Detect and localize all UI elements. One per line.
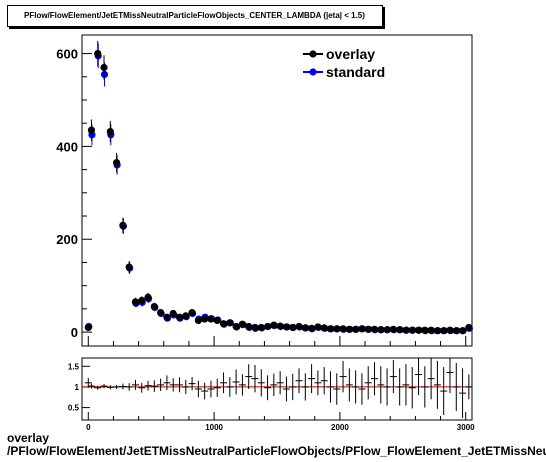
overlay-point bbox=[358, 325, 366, 333]
overlay-point bbox=[408, 326, 416, 334]
overlay-point bbox=[263, 322, 272, 331]
overlay-point bbox=[175, 313, 184, 321]
overlay-point bbox=[289, 323, 297, 332]
overlay-point bbox=[339, 325, 347, 333]
overlay-point bbox=[282, 323, 291, 331]
overlay-point bbox=[226, 319, 234, 327]
overlay-point bbox=[219, 320, 228, 328]
overlay-point bbox=[169, 309, 177, 318]
legend: overlay standard bbox=[303, 46, 385, 80]
overlay-point bbox=[94, 49, 102, 58]
ratio-frame-border bbox=[81, 357, 473, 421]
overlay-point bbox=[131, 298, 140, 306]
overlay-point bbox=[245, 322, 253, 331]
overlay-point bbox=[276, 322, 284, 330]
overlay-point bbox=[307, 324, 316, 332]
overlay-point bbox=[157, 308, 165, 317]
overlay-point bbox=[207, 315, 215, 323]
legend-label: standard bbox=[326, 64, 385, 80]
footer-line-1: overlay bbox=[7, 432, 50, 445]
overlay-point bbox=[144, 293, 152, 301]
ratio-y-tick-label: 1.5 bbox=[68, 362, 80, 371]
overlay-point bbox=[389, 325, 397, 333]
overlay-point bbox=[194, 316, 202, 325]
footer-caption: overlay /PFlow/FlowElement/JetETMissNeut… bbox=[7, 432, 546, 458]
overlay-point bbox=[433, 327, 442, 335]
ratio-y-tick-label: 1 bbox=[75, 383, 80, 392]
overlay-point bbox=[106, 127, 114, 136]
overlay-point bbox=[364, 325, 372, 333]
main-y-axis: 0 200 400 600 bbox=[56, 47, 467, 346]
overlay-point bbox=[326, 325, 335, 333]
ratio-y-tick-label: 0.5 bbox=[68, 404, 80, 413]
ratio-x-tick-label: 3000 bbox=[457, 423, 475, 432]
overlay-point bbox=[370, 325, 379, 333]
main-plot-frame bbox=[81, 34, 473, 347]
overlay-point bbox=[119, 221, 127, 229]
overlay-point bbox=[352, 325, 360, 333]
overlay-point bbox=[257, 323, 265, 332]
chart-title: PFlow/FlowElement/JetETMissNeutralPartic… bbox=[7, 5, 383, 27]
overlay-point bbox=[427, 326, 435, 334]
overlay-point bbox=[402, 326, 410, 334]
overlay-point bbox=[383, 326, 391, 334]
overlay-point bbox=[421, 326, 429, 334]
overlay-point bbox=[458, 327, 467, 335]
overlay-point bbox=[138, 296, 146, 305]
overlay-point bbox=[301, 324, 309, 332]
overlay-point bbox=[345, 325, 353, 333]
ratio-x-tick-label: 2000 bbox=[331, 423, 349, 432]
overlay-point bbox=[232, 322, 240, 331]
overlay-point bbox=[201, 315, 209, 323]
ratio-x-tick-label: 1000 bbox=[205, 423, 223, 432]
overlay-point bbox=[320, 324, 328, 332]
overlay-point bbox=[213, 316, 221, 325]
overlay-point bbox=[125, 263, 133, 271]
overlay-point bbox=[396, 326, 404, 334]
overlay-point bbox=[84, 323, 92, 332]
legend-marker bbox=[309, 50, 317, 58]
overlay-point bbox=[440, 327, 448, 335]
footer-line-2: /PFlow/FlowElement/JetETMissNeutralParti… bbox=[7, 444, 546, 458]
main-y-tick-label: 0 bbox=[71, 325, 78, 340]
ratio-axes: 0.5 1 1.5 0 1000 2000 3000 bbox=[68, 362, 475, 432]
legend-label: overlay bbox=[326, 46, 375, 62]
overlay-point bbox=[414, 326, 423, 334]
overlay-point bbox=[452, 327, 460, 335]
overlay-point bbox=[446, 326, 454, 334]
main-frame-border bbox=[81, 34, 473, 347]
main-plot-marks bbox=[84, 41, 473, 335]
overlay-point bbox=[100, 63, 108, 72]
main-y-tick-label: 200 bbox=[56, 232, 78, 247]
overlay-point bbox=[163, 313, 171, 321]
ratio-plot-frame bbox=[81, 357, 473, 421]
overlay-point bbox=[87, 126, 96, 134]
overlay-point bbox=[270, 321, 278, 329]
ratio-plot-marks bbox=[82, 358, 473, 418]
overlay-point bbox=[251, 323, 259, 332]
overlay-point bbox=[112, 159, 121, 167]
overlay-point bbox=[182, 312, 190, 320]
overlay-point bbox=[188, 308, 196, 317]
main-y-tick-label: 600 bbox=[56, 47, 78, 62]
overlay-point bbox=[238, 320, 247, 328]
overlay-point bbox=[377, 326, 385, 334]
overlay-point bbox=[150, 302, 158, 311]
overlay-point bbox=[295, 322, 303, 331]
legend-marker bbox=[309, 68, 317, 76]
ratio-x-tick-label: 0 bbox=[86, 423, 91, 432]
overlay-point bbox=[314, 323, 322, 331]
overlay-point bbox=[465, 323, 473, 332]
overlay-point bbox=[333, 325, 341, 333]
main-y-tick-label: 400 bbox=[56, 139, 78, 154]
